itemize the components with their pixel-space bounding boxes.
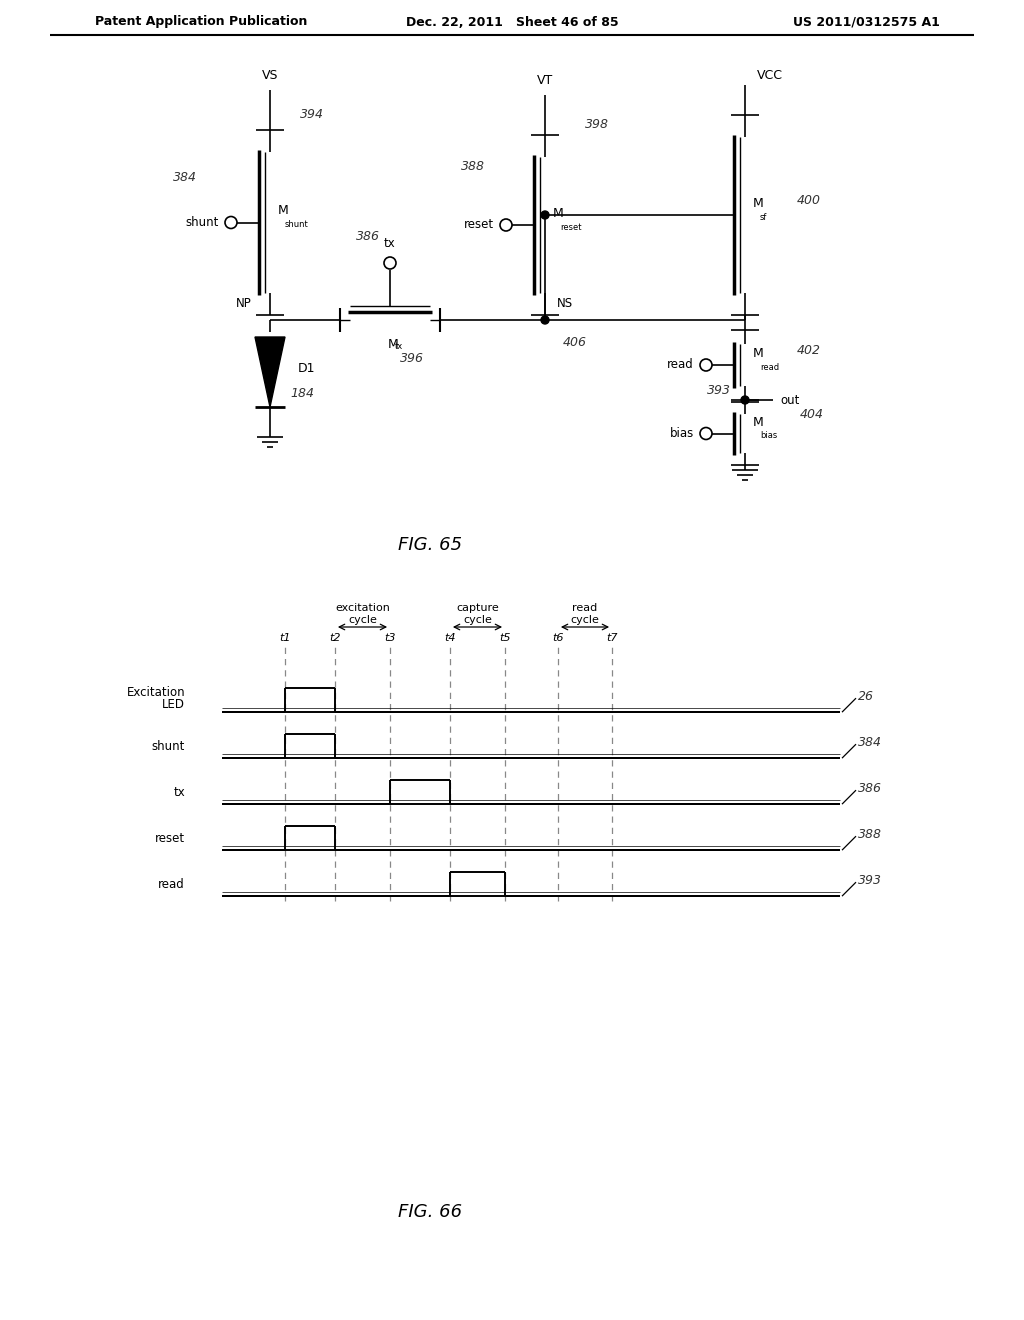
Text: out: out	[780, 393, 800, 407]
Text: 184: 184	[290, 387, 314, 400]
Text: US 2011/0312575 A1: US 2011/0312575 A1	[794, 16, 940, 29]
Text: t4: t4	[444, 634, 456, 643]
Text: reset: reset	[464, 219, 494, 231]
Text: t5: t5	[500, 634, 511, 643]
Text: Patent Application Publication: Patent Application Publication	[95, 16, 307, 29]
Text: 388: 388	[858, 828, 882, 841]
Text: t1: t1	[280, 634, 291, 643]
Text: 384: 384	[858, 735, 882, 748]
Text: 386: 386	[858, 781, 882, 795]
Text: M: M	[753, 416, 764, 429]
Text: VCC: VCC	[757, 69, 783, 82]
Text: sf: sf	[760, 213, 767, 222]
Text: 398: 398	[585, 119, 609, 132]
Text: 404: 404	[800, 408, 824, 421]
Text: M: M	[753, 347, 764, 360]
Text: 402: 402	[797, 343, 821, 356]
Text: shunt: shunt	[152, 739, 185, 752]
Text: 396: 396	[400, 351, 424, 364]
Text: VT: VT	[537, 74, 553, 87]
Circle shape	[541, 211, 549, 219]
Text: shunt: shunt	[285, 220, 309, 228]
Text: NP: NP	[237, 297, 252, 310]
Text: 393: 393	[707, 384, 731, 396]
Text: tx: tx	[384, 238, 396, 249]
Text: t7: t7	[606, 634, 617, 643]
Text: M: M	[388, 338, 398, 351]
Text: t2: t2	[330, 634, 341, 643]
Text: t3: t3	[384, 634, 395, 643]
Text: cycle: cycle	[348, 615, 377, 624]
Text: 394: 394	[300, 108, 324, 121]
Text: 406: 406	[563, 335, 587, 348]
Text: t6: t6	[552, 634, 564, 643]
Text: M: M	[753, 197, 764, 210]
Text: 400: 400	[797, 194, 821, 206]
Text: tx: tx	[395, 342, 403, 351]
Text: cycle: cycle	[570, 615, 599, 624]
Circle shape	[741, 396, 749, 404]
Text: FIG. 66: FIG. 66	[398, 1203, 462, 1221]
Text: 393: 393	[858, 874, 882, 887]
Text: bias: bias	[760, 432, 777, 440]
Text: read: read	[572, 603, 598, 612]
Text: Excitation: Excitation	[126, 685, 185, 698]
Text: bias: bias	[670, 426, 694, 440]
Text: M: M	[553, 207, 564, 220]
Text: read: read	[159, 878, 185, 891]
Text: NS: NS	[557, 297, 573, 310]
Text: tx: tx	[173, 785, 185, 799]
Polygon shape	[255, 337, 285, 407]
Text: read: read	[668, 359, 694, 371]
Text: Dec. 22, 2011   Sheet 46 of 85: Dec. 22, 2011 Sheet 46 of 85	[406, 16, 618, 29]
Text: 384: 384	[173, 172, 197, 183]
Text: 386: 386	[356, 231, 380, 243]
Text: FIG. 65: FIG. 65	[398, 536, 462, 554]
Text: capture: capture	[456, 603, 499, 612]
Text: VS: VS	[262, 69, 279, 82]
Text: reset: reset	[155, 832, 185, 845]
Text: LED: LED	[162, 698, 185, 711]
Text: 26: 26	[858, 689, 874, 702]
Text: 388: 388	[461, 161, 485, 173]
Text: cycle: cycle	[463, 615, 492, 624]
Circle shape	[541, 315, 549, 323]
Text: D1: D1	[298, 362, 315, 375]
Text: read: read	[760, 363, 779, 371]
Text: shunt: shunt	[185, 216, 219, 228]
Text: reset: reset	[560, 223, 582, 231]
Text: excitation: excitation	[335, 603, 390, 612]
Text: M: M	[278, 205, 289, 218]
